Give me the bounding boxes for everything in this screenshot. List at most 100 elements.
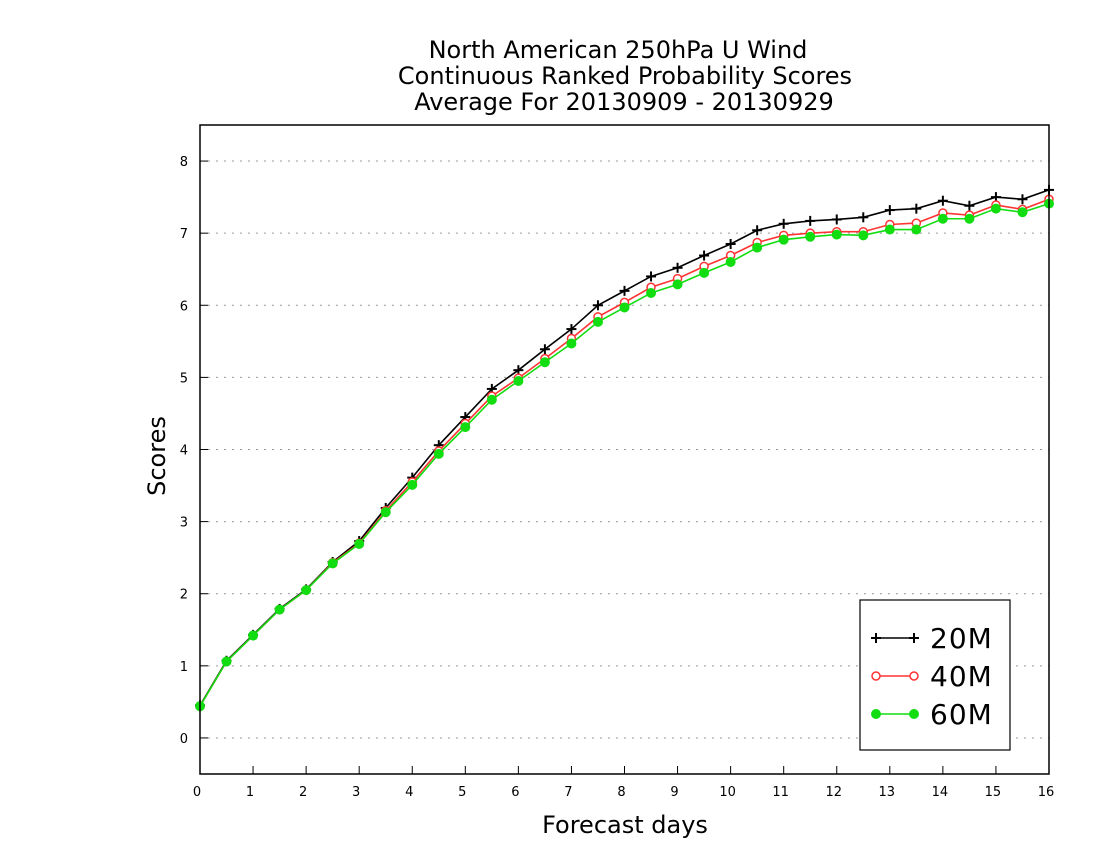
series-group	[195, 184, 1054, 712]
x-axis-label: Forecast days	[542, 811, 708, 839]
legend-marker-start-60M	[871, 709, 881, 719]
data-point-60M-6	[354, 538, 365, 549]
data-point-60M-7	[380, 507, 391, 518]
data-point-60M-22	[778, 234, 789, 245]
series-60M	[195, 198, 1054, 712]
legend-label-40M: 40M	[930, 660, 993, 693]
data-point-60M-4	[301, 585, 312, 596]
legend-marker-end-20M	[909, 633, 919, 643]
data-point-60M-16	[619, 302, 630, 313]
data-point-60M-14	[566, 338, 577, 349]
legend-item-20M: 20M	[871, 622, 993, 655]
data-point-20M-17	[646, 271, 657, 282]
x-tick-label-12: 12	[825, 785, 842, 800]
x-tick-label-6: 6	[511, 785, 519, 800]
data-point-20M-31	[1017, 194, 1028, 205]
x-tick-label-7: 7	[564, 785, 572, 800]
data-point-60M-30	[990, 203, 1001, 214]
x-tick-label-8: 8	[617, 785, 625, 800]
data-point-20M-15	[592, 300, 603, 311]
data-point-60M-8	[407, 479, 418, 490]
x-tick-label-10: 10	[719, 785, 736, 800]
data-point-20M-19	[699, 250, 710, 261]
data-point-60M-15	[592, 316, 603, 327]
data-point-20M-13	[539, 344, 550, 355]
chart-title: North American 250hPa U Wind Continuous …	[398, 36, 852, 116]
legend-marker-start-20M	[871, 633, 881, 643]
chart-title-line-1: North American 250hPa U Wind	[429, 36, 808, 64]
y-axis-label: Scores	[143, 416, 171, 496]
legend-item-60M: 60M	[871, 698, 993, 731]
data-point-60M-25	[858, 230, 869, 241]
data-point-60M-19	[699, 267, 710, 278]
data-point-20M-23	[805, 215, 816, 226]
x-tick-label-15: 15	[985, 785, 1002, 800]
legend-marker-start-40M	[871, 671, 881, 681]
data-point-20M-20	[725, 238, 736, 249]
chart-title-line-3: Average For 20130909 - 20130929	[414, 88, 834, 116]
data-point-20M-22	[778, 218, 789, 229]
x-tick-label-4: 4	[405, 785, 413, 800]
data-point-60M-18	[672, 279, 683, 290]
y-tick-label-7: 7	[180, 227, 188, 242]
y-tick-label-4: 4	[180, 444, 188, 459]
y-tick-label-0: 0	[180, 732, 188, 747]
data-point-60M-17	[646, 288, 657, 299]
data-point-60M-12	[513, 375, 524, 386]
y-tick-label-5: 5	[180, 371, 188, 386]
data-point-60M-9	[433, 448, 444, 459]
x-axis-ticks: 0 1 2 3 4 5 6 7 8 9 10 11 12 13 14 15 16	[193, 766, 1054, 800]
data-point-60M-10	[460, 422, 471, 433]
data-point-60M-23	[805, 231, 816, 242]
x-tick-label-16: 16	[1038, 785, 1055, 800]
data-point-20M-14	[566, 324, 577, 335]
data-point-60M-5	[327, 558, 338, 569]
data-point-20M-26	[884, 205, 895, 216]
data-point-60M-11	[486, 394, 497, 405]
legend-marker-end-60M	[909, 709, 919, 719]
data-point-20M-29	[964, 200, 975, 211]
y-tick-label-6: 6	[180, 299, 188, 314]
legend-box	[859, 599, 1011, 751]
legend-label-20M: 20M	[930, 622, 993, 655]
data-point-60M-20	[725, 257, 736, 268]
data-point-60M-28	[937, 213, 948, 224]
x-tick-label-1: 1	[246, 785, 254, 800]
data-point-60M-3	[274, 604, 285, 615]
data-point-60M-26	[884, 224, 895, 235]
data-point-20M-16	[619, 285, 630, 296]
data-point-60M-21	[752, 242, 763, 253]
data-point-20M-21	[752, 225, 763, 236]
legend-item-40M: 40M	[871, 660, 993, 693]
x-tick-label-0: 0	[193, 785, 201, 800]
x-tick-label-13: 13	[879, 785, 896, 800]
data-point-60M-31	[1017, 207, 1028, 218]
legend: 20M 40M 60M	[859, 599, 1011, 751]
x-tick-label-9: 9	[670, 785, 678, 800]
legend-label-60M: 60M	[930, 698, 993, 731]
data-point-20M-27	[911, 203, 922, 214]
x-tick-label-14: 14	[932, 785, 949, 800]
data-point-60M-13	[539, 357, 550, 368]
y-tick-label-1: 1	[180, 660, 188, 675]
x-tick-label-5: 5	[458, 785, 466, 800]
data-point-60M-24	[831, 229, 842, 240]
y-tick-label-2: 2	[180, 588, 188, 603]
x-tick-label-2: 2	[299, 785, 307, 800]
data-point-20M-28	[937, 195, 948, 206]
x-tick-label-3: 3	[352, 785, 360, 800]
data-point-60M-27	[911, 224, 922, 235]
y-tick-label-8: 8	[180, 155, 188, 170]
data-point-20M-25	[858, 212, 869, 223]
data-point-60M-29	[964, 213, 975, 224]
data-point-60M-1	[221, 656, 232, 667]
data-point-20M-18	[672, 262, 683, 273]
data-point-60M-2	[248, 630, 259, 641]
data-point-20M-24	[831, 214, 842, 225]
chart-title-line-2: Continuous Ranked Probability Scores	[398, 62, 852, 90]
y-tick-label-3: 3	[180, 516, 188, 531]
x-tick-label-11: 11	[772, 785, 789, 800]
legend-marker-end-40M	[909, 671, 919, 681]
y-axis-ticks: 0 1 2 3 4 5 6 7 8	[180, 155, 208, 747]
